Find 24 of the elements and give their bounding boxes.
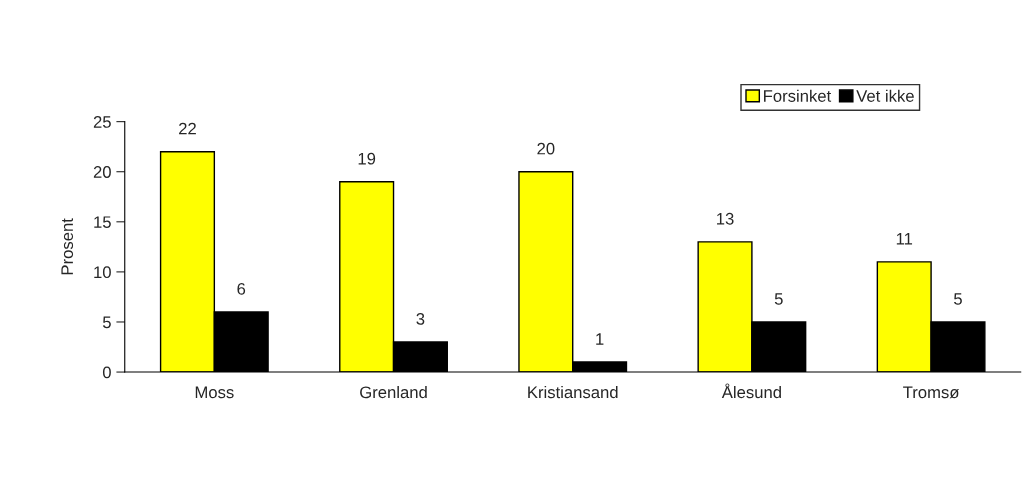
x-tick-label: Moss: [195, 386, 234, 399]
data-label: 1: [596, 333, 604, 345]
y-axis-title: Prosent: [61, 218, 74, 275]
y-tick-label: 20: [93, 166, 111, 178]
y-tick-label: 0: [102, 366, 111, 379]
data-label: 13: [717, 212, 734, 225]
data-label: 19: [358, 152, 376, 165]
x-tick-label: Ålesund: [721, 383, 781, 399]
data-label: 20: [537, 142, 555, 155]
data-label: 6: [237, 282, 246, 295]
data-label: 22: [179, 122, 196, 135]
x-tick-label: Kristiansand: [528, 385, 618, 399]
x-tick-label: Grenland: [360, 385, 427, 399]
x-tick-label: Tromsø: [903, 386, 960, 399]
y-tick-label: 5: [102, 316, 111, 329]
legend-label: Vet ikke: [856, 89, 914, 102]
legend-label: Forsinket: [764, 89, 832, 102]
data-label: 5: [774, 293, 783, 305]
y-tick-label: 15: [94, 216, 111, 229]
y-tick-label: 25: [93, 116, 111, 128]
data-label: 5: [954, 293, 962, 305]
data-label: 11: [896, 233, 913, 245]
y-tick-label: 10: [94, 266, 111, 279]
data-label: 3: [416, 313, 425, 325]
